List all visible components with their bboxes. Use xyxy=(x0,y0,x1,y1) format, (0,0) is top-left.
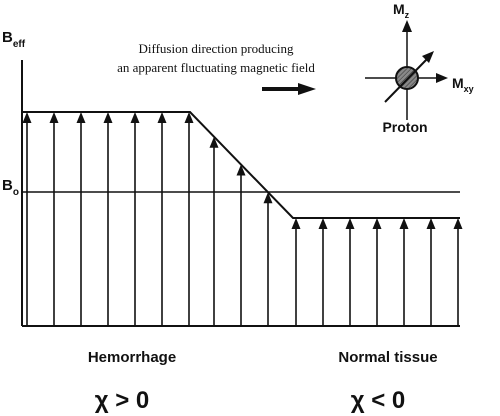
field-arrow xyxy=(318,218,328,326)
proton-spin-arrow xyxy=(384,57,429,103)
field-arrow xyxy=(399,218,409,326)
b0-label: Bo xyxy=(2,177,19,198)
annotation-line-2: an apparent fluctuating magnetic field xyxy=(117,60,315,75)
proton-label: Proton xyxy=(382,119,427,135)
hemorrhage-susceptibility: χ > 0 xyxy=(95,387,150,414)
field-arrow xyxy=(103,112,113,326)
annotation-line-1: Diffusion direction producing xyxy=(138,41,294,56)
mxy-label: Mxy xyxy=(452,75,474,94)
beff-envelope xyxy=(22,111,460,219)
field-arrow xyxy=(22,112,32,326)
hemorrhage-label: Hemorrhage xyxy=(88,349,176,366)
normal-tissue-susceptibility: χ < 0 xyxy=(351,387,406,414)
field-arrow xyxy=(453,218,463,326)
field-arrow xyxy=(372,218,382,326)
field-arrow xyxy=(184,112,194,326)
field-arrow xyxy=(157,112,167,326)
field-arrow xyxy=(209,136,219,326)
y-axis-label: Beff xyxy=(2,29,26,50)
field-arrow xyxy=(76,112,86,326)
normal-tissue-label: Normal tissue xyxy=(338,349,437,366)
field-arrows xyxy=(22,112,463,326)
field-arrow xyxy=(236,164,246,326)
diffusion-direction-arrow xyxy=(262,83,316,95)
field-arrow xyxy=(49,112,59,326)
proton-glyph xyxy=(365,20,448,120)
field-arrow xyxy=(426,218,436,326)
mz-label: Mz xyxy=(393,1,410,20)
field-arrow xyxy=(345,218,355,326)
field-arrow xyxy=(291,218,301,326)
field-arrow xyxy=(130,112,140,326)
field-arrow xyxy=(263,192,273,326)
